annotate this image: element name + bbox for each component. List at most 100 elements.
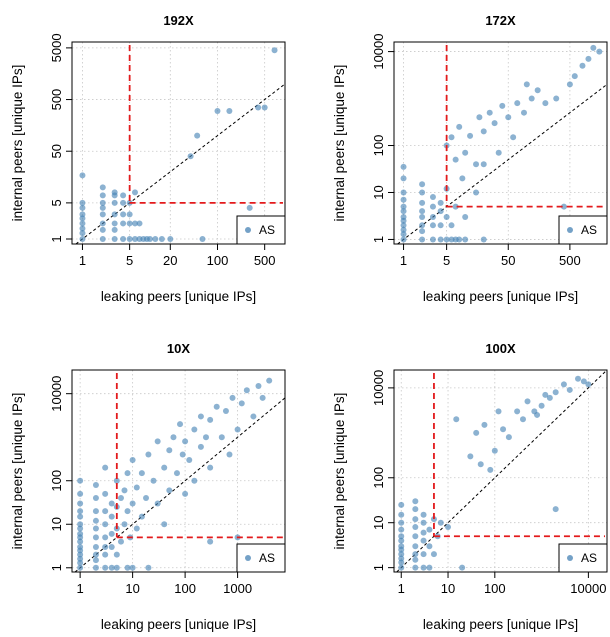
- data-point-46: [199, 235, 206, 242]
- y-tick-label: 10: [371, 185, 386, 199]
- data-point-38: [473, 429, 480, 436]
- data-point-44: [187, 153, 194, 160]
- x-axis-label: leaking peers [unique IPs]: [101, 617, 256, 632]
- data-point-22: [420, 551, 427, 558]
- data-point-89: [238, 400, 245, 407]
- data-point-68: [579, 62, 586, 69]
- data-point-50: [255, 104, 262, 111]
- x-tick-label: 20: [163, 253, 177, 268]
- x-tick-label: 10000: [570, 581, 606, 596]
- data-point-21: [420, 564, 427, 571]
- data-point-69: [170, 434, 177, 441]
- data-point-42: [158, 235, 165, 242]
- data-point-37: [467, 453, 474, 460]
- data-point-6: [400, 208, 407, 215]
- data-point-53: [491, 120, 498, 127]
- data-point-56: [560, 381, 567, 388]
- data-point-49: [246, 204, 253, 211]
- plot-panel-3: AS 1 10 100 10000 1 10 100 10000 100X leaking peer…: [332, 341, 608, 632]
- data-point-14: [77, 490, 84, 497]
- data-point-50: [534, 411, 541, 418]
- data-point-65: [161, 464, 168, 471]
- x-tick-label: 5: [126, 253, 133, 268]
- legend-marker: [245, 555, 251, 561]
- plot-area: [397, 44, 607, 244]
- data-point-48: [476, 114, 483, 121]
- data-point-55: [133, 525, 140, 532]
- data-point-65: [560, 203, 567, 210]
- data-point-29: [126, 235, 133, 242]
- data-point-46: [473, 189, 480, 196]
- data-point-30: [443, 214, 450, 221]
- data-point-35: [448, 134, 455, 141]
- data-point-27: [437, 208, 444, 215]
- data-point-19: [111, 220, 118, 227]
- data-point-6: [79, 204, 86, 211]
- x-tick-label: 100: [174, 581, 196, 596]
- data-point-3: [77, 551, 84, 558]
- data-point-40: [146, 235, 153, 242]
- x-tick-label: 1000: [223, 581, 252, 596]
- y-tick-label: 10000: [49, 376, 64, 412]
- panel-title: 100X: [485, 341, 516, 356]
- plot-panel-1: AS 1 5 50 500 1 10 100 10000 172X leaking peers [u…: [332, 13, 608, 304]
- data-point-44: [500, 426, 507, 433]
- data-point-50: [124, 470, 131, 477]
- data-point-13: [99, 204, 106, 211]
- data-point-66: [566, 81, 573, 88]
- data-point-62: [534, 87, 541, 94]
- data-point-34: [131, 220, 138, 227]
- data-point-54: [552, 506, 559, 513]
- data-point-73: [182, 490, 189, 497]
- data-point-24: [429, 194, 436, 201]
- x-tick-label: 10: [125, 581, 139, 596]
- data-point-35: [108, 544, 115, 551]
- data-point-39: [477, 461, 484, 468]
- data-point-54: [129, 456, 136, 463]
- data-point-7: [79, 199, 86, 206]
- data-point-3: [400, 222, 407, 229]
- data-point-0: [400, 236, 407, 243]
- data-point-16: [99, 184, 106, 191]
- data-point-25: [120, 220, 127, 227]
- data-point-9: [398, 519, 405, 526]
- data-point-27: [120, 199, 127, 206]
- data-point-26: [437, 222, 444, 229]
- x-tick-label: 500: [559, 253, 581, 268]
- data-point-42: [491, 447, 498, 454]
- data-point-63: [542, 100, 549, 107]
- data-point-28: [102, 544, 109, 551]
- data-point-2: [77, 555, 84, 562]
- y-tick-label: 5000: [49, 33, 64, 62]
- data-point-1: [79, 230, 86, 237]
- data-point-54: [495, 149, 502, 156]
- data-point-3: [398, 551, 405, 558]
- data-point-59: [580, 378, 587, 385]
- data-point-90: [243, 387, 250, 394]
- data-point-86: [226, 451, 233, 458]
- y-tick-label: 50: [49, 144, 64, 158]
- data-point-8: [398, 526, 405, 533]
- data-point-37: [136, 220, 143, 227]
- data-point-17: [92, 557, 99, 564]
- data-point-34: [448, 222, 455, 229]
- data-point-25: [420, 519, 427, 526]
- data-point-12: [77, 508, 84, 515]
- diagonal-line: [396, 370, 607, 572]
- data-point-16: [412, 533, 419, 540]
- data-point-84: [218, 434, 225, 441]
- plot-panel-2: AS 1 10 100 1000 1 10 100 10000 10X leaking peers …: [10, 341, 286, 632]
- data-point-43: [462, 214, 469, 221]
- data-point-38: [108, 500, 115, 507]
- data-point-41: [152, 235, 159, 242]
- data-point-28: [120, 192, 127, 199]
- data-point-31: [430, 516, 437, 523]
- y-tick-label: 100: [49, 470, 64, 492]
- data-point-23: [92, 508, 99, 515]
- data-point-61: [145, 451, 152, 458]
- y-tick-label: 1: [371, 564, 386, 571]
- data-point-24: [120, 235, 127, 242]
- data-point-41: [487, 466, 494, 473]
- data-point-29: [443, 236, 450, 243]
- data-point-1: [400, 231, 407, 238]
